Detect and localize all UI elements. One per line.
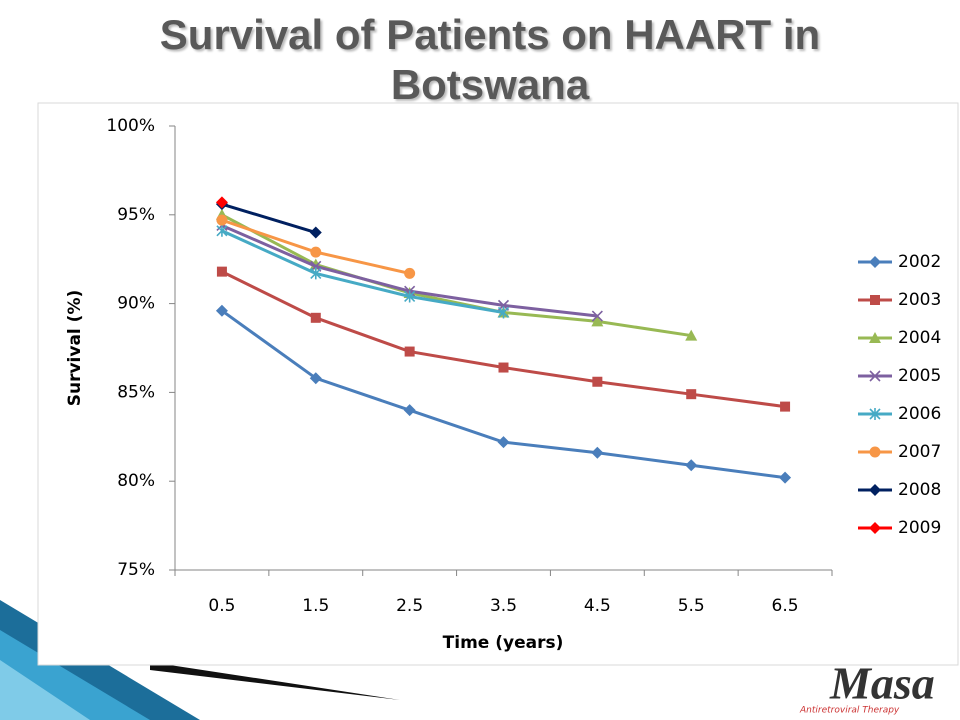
- x-axis-label: Time (years): [443, 633, 564, 653]
- legend-label: 2002: [898, 252, 941, 272]
- legend-label: 2008: [898, 480, 941, 500]
- data-point: [404, 267, 416, 279]
- decor-wedge: [150, 662, 400, 700]
- chart-area: [37, 102, 959, 666]
- data-point: [403, 404, 416, 417]
- legend-label: 2005: [898, 366, 941, 386]
- data-point: [404, 346, 415, 357]
- x-tick-label: 0.5: [208, 596, 235, 616]
- data-point: [215, 196, 228, 209]
- x-tick-label: 6.5: [772, 596, 799, 616]
- data-point: [591, 310, 603, 322]
- decor-stripe: [0, 660, 90, 720]
- data-point: [310, 246, 322, 258]
- legend-label: 2006: [898, 404, 941, 424]
- legend-marker: [869, 332, 881, 343]
- legend-marker: [869, 522, 881, 534]
- legend-marker: [869, 446, 881, 458]
- x-tick-label: 3.5: [490, 596, 517, 616]
- x-tick-label: 4.5: [584, 596, 611, 616]
- data-point: [216, 224, 228, 237]
- data-point: [497, 306, 510, 319]
- data-point: [498, 362, 509, 373]
- series-line: [221, 229, 504, 314]
- data-point: [779, 471, 792, 484]
- legend-label: 2007: [898, 442, 941, 462]
- data-point: [497, 436, 510, 449]
- data-point: [780, 401, 791, 412]
- data-point: [591, 446, 604, 459]
- x-tick-label: 1.5: [302, 596, 329, 616]
- slide-title: Survival of Patients on HAART in Botswan…: [159, 11, 821, 108]
- logo-name: Masa: [829, 658, 935, 709]
- data-point: [216, 214, 228, 226]
- data-point: [591, 315, 604, 327]
- data-point: [310, 312, 321, 323]
- y-tick-label: 80%: [117, 471, 155, 491]
- data-point: [309, 226, 322, 239]
- legend-marker: [869, 370, 881, 382]
- data-point: [309, 372, 322, 385]
- y-tick-label: 75%: [117, 560, 155, 580]
- series-line: [221, 202, 317, 234]
- y-tick-label: 85%: [117, 382, 155, 402]
- data-point: [685, 329, 698, 341]
- data-point: [216, 266, 227, 277]
- y-tick-label: 100%: [106, 116, 155, 136]
- x-tick-label: 2.5: [396, 596, 423, 616]
- data-point: [685, 459, 698, 472]
- logo-tagline: Antiretroviral Therapy: [799, 706, 900, 716]
- legend-marker: [869, 256, 881, 268]
- legend-marker: [870, 295, 880, 305]
- legend-marker: [869, 408, 881, 420]
- data-point: [592, 376, 603, 387]
- x-tick-label: 5.5: [678, 596, 705, 616]
- series-line: [221, 213, 692, 338]
- data-point: [404, 290, 416, 303]
- legend-marker: [869, 484, 881, 496]
- data-point: [215, 304, 228, 317]
- y-tick-label: 95%: [117, 205, 155, 225]
- legend-label: 2009: [898, 518, 941, 538]
- legend-label: 2003: [898, 290, 941, 310]
- y-tick-label: 90%: [117, 294, 155, 314]
- y-axis-label: Survival (%): [65, 290, 85, 407]
- data-point: [686, 389, 697, 400]
- data-point: [310, 267, 322, 280]
- legend-label: 2004: [898, 328, 941, 348]
